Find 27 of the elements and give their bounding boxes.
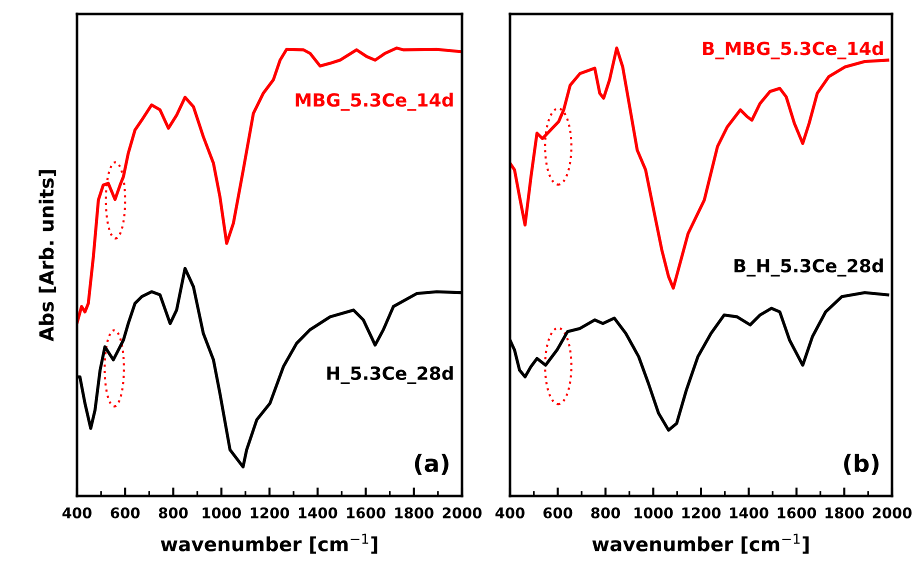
y-axis-title: Abs [Arb. units] xyxy=(38,170,56,342)
x-tick-label: 800 xyxy=(591,507,620,518)
series-label: H_5.3Ce_28d xyxy=(327,366,453,384)
x-tick-label: 1800 xyxy=(826,507,864,518)
x-tick-label: 2000 xyxy=(442,507,482,518)
annotation: (b) xyxy=(844,454,879,475)
x-tick-label: 1000 xyxy=(202,507,241,518)
x-tick-label: 1400 xyxy=(730,507,768,518)
series-label: B_MBG_5.3Ce_14d xyxy=(703,41,883,60)
x-tick-label: 600 xyxy=(543,507,572,518)
x-tick-label: 1400 xyxy=(298,507,338,518)
annotation: (a) xyxy=(414,454,448,475)
x-tick-label: 400 xyxy=(495,507,525,518)
series-label: MBG_5.3Ce_14d xyxy=(296,92,453,111)
x-tick-label: 1800 xyxy=(395,507,434,518)
x-tick-label: 1000 xyxy=(634,507,673,518)
x-tick-label: 800 xyxy=(158,507,188,518)
x-tick-label: 400 xyxy=(62,507,92,518)
x-tick-label: 1200 xyxy=(682,507,721,518)
x-tick-label: 600 xyxy=(110,507,140,518)
x-tick-label: 2000 xyxy=(872,507,912,518)
x-tick-label: 1200 xyxy=(250,507,290,518)
series-label: B_H_5.3Ce_28d xyxy=(734,258,883,277)
x-tick-label: 1600 xyxy=(778,507,816,518)
x-axis-title: wavenumber [cm$^{−1}$] xyxy=(592,534,809,554)
x-tick-label: 1600 xyxy=(347,507,386,518)
x-axis-title: wavenumber [cm$^{−1}$] xyxy=(160,534,378,554)
